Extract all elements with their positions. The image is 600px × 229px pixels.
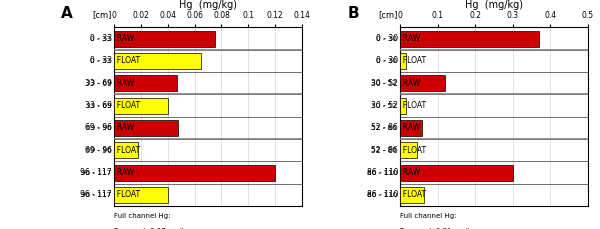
Text: FLOAT: FLOAT: [398, 101, 426, 110]
Text: 0 - 33: 0 - 33: [90, 34, 112, 43]
Text: Raw coal: 0.21 mg/kg: Raw coal: 0.21 mg/kg: [400, 228, 476, 229]
Bar: [114, 98, 168, 114]
Bar: [400, 187, 424, 203]
Text: 33 - 69: 33 - 69: [85, 79, 112, 88]
Bar: [400, 120, 422, 136]
Text: 30 - 52: 30 - 52: [371, 101, 398, 110]
Text: 0 - 33: 0 - 33: [90, 58, 111, 64]
Text: 0 - 33: 0 - 33: [90, 57, 112, 65]
Text: 33 - 69: 33 - 69: [86, 103, 111, 109]
Bar: [400, 98, 406, 114]
Text: FLOAT: FLOAT: [112, 57, 140, 65]
Text: FLOAT: FLOAT: [112, 191, 140, 199]
Text: RAW: RAW: [112, 79, 134, 88]
Text: Full channel Hg:: Full channel Hg:: [400, 213, 457, 219]
Text: 0 - 30: 0 - 30: [376, 57, 398, 65]
Text: 0 - 33: 0 - 33: [90, 36, 111, 42]
Text: 96 - 117: 96 - 117: [80, 191, 112, 199]
Text: 96 - 117: 96 - 117: [81, 192, 111, 198]
Text: 52 - 86: 52 - 86: [371, 125, 397, 131]
Text: 69 - 96: 69 - 96: [86, 147, 111, 153]
Text: RAW: RAW: [398, 34, 420, 43]
Bar: [114, 187, 168, 203]
Bar: [114, 120, 178, 136]
Bar: [400, 165, 513, 181]
Text: RAW: RAW: [112, 123, 134, 132]
Text: 30 - 52: 30 - 52: [371, 79, 398, 88]
Text: 86 - 110: 86 - 110: [367, 170, 397, 176]
Bar: [400, 53, 406, 69]
Text: FLOAT: FLOAT: [398, 57, 426, 65]
Text: 0 - 30: 0 - 30: [376, 58, 397, 64]
Bar: [114, 31, 215, 47]
Bar: [400, 75, 445, 91]
Text: [cm]: [cm]: [93, 11, 112, 19]
Text: Full channel Hg:: Full channel Hg:: [114, 213, 170, 219]
Text: Raw coal: 0.07 mg/kg: Raw coal: 0.07 mg/kg: [114, 228, 190, 229]
Text: 96 - 117: 96 - 117: [81, 170, 111, 176]
Text: A: A: [61, 6, 73, 21]
Bar: [400, 31, 539, 47]
Text: 52 - 86: 52 - 86: [371, 123, 398, 132]
Text: RAW: RAW: [398, 123, 420, 132]
Text: 86 - 110: 86 - 110: [367, 168, 398, 177]
Text: RAW: RAW: [398, 79, 420, 88]
Text: RAW: RAW: [398, 168, 420, 177]
Text: 86 - 110: 86 - 110: [367, 192, 397, 198]
Text: 52 - 86: 52 - 86: [371, 146, 398, 155]
Text: FLOAT: FLOAT: [398, 146, 426, 155]
Text: 0 - 30: 0 - 30: [376, 34, 398, 43]
Text: 69 - 96: 69 - 96: [85, 146, 112, 155]
Text: 33 - 69: 33 - 69: [85, 101, 112, 110]
Text: 0 - 30: 0 - 30: [376, 36, 397, 42]
Title: Hg  (mg/kg): Hg (mg/kg): [465, 0, 523, 10]
Text: 69 - 96: 69 - 96: [86, 125, 111, 131]
Bar: [114, 53, 202, 69]
Text: 30 - 52: 30 - 52: [371, 103, 397, 109]
Text: 52 - 86: 52 - 86: [371, 147, 397, 153]
Text: FLOAT: FLOAT: [398, 191, 426, 199]
Text: B: B: [347, 6, 359, 21]
Text: 86 - 110: 86 - 110: [367, 191, 398, 199]
Bar: [400, 142, 417, 158]
Text: 96 - 117: 96 - 117: [80, 168, 112, 177]
Text: RAW: RAW: [112, 34, 134, 43]
Title: Hg  (mg/kg): Hg (mg/kg): [179, 0, 237, 10]
Bar: [114, 75, 177, 91]
Text: FLOAT: FLOAT: [112, 146, 140, 155]
Text: 33 - 69: 33 - 69: [86, 80, 111, 86]
Text: RAW: RAW: [112, 168, 134, 177]
Bar: [114, 165, 275, 181]
Text: [cm]: [cm]: [379, 11, 398, 19]
Text: 30 - 52: 30 - 52: [371, 80, 397, 86]
Text: FLOAT: FLOAT: [112, 101, 140, 110]
Text: 69 - 96: 69 - 96: [85, 123, 112, 132]
Bar: [114, 142, 138, 158]
